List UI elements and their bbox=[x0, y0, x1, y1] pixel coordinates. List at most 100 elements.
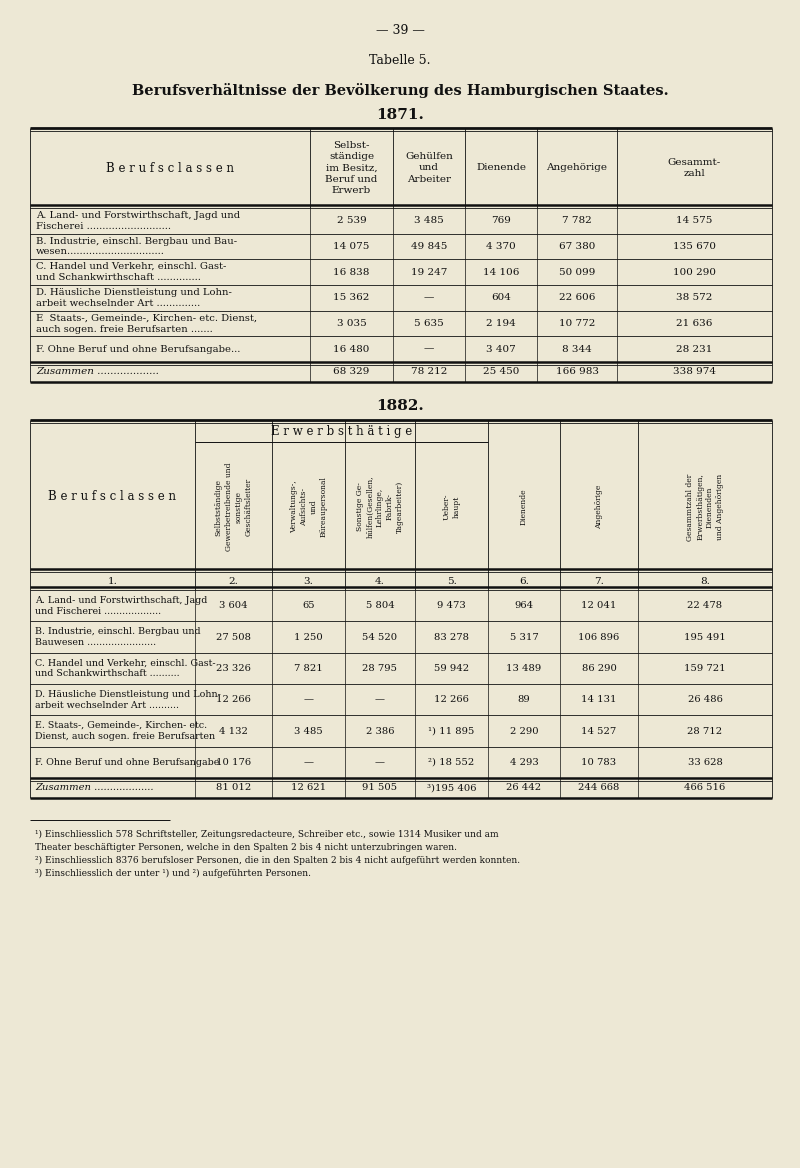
Text: 38 572: 38 572 bbox=[676, 293, 713, 303]
Text: 964: 964 bbox=[514, 602, 534, 610]
Text: 19 247: 19 247 bbox=[411, 267, 447, 277]
Text: Angehörige: Angehörige bbox=[546, 164, 607, 173]
Text: 100 290: 100 290 bbox=[673, 267, 716, 277]
Text: 3 604: 3 604 bbox=[219, 602, 248, 610]
Text: ³)195 406: ³)195 406 bbox=[426, 784, 476, 793]
Text: 83 278: 83 278 bbox=[434, 633, 469, 641]
Text: 135 670: 135 670 bbox=[673, 242, 716, 251]
Text: 3 485: 3 485 bbox=[294, 726, 323, 736]
Text: 27 508: 27 508 bbox=[216, 633, 251, 641]
Text: auch sogen. freie Berufsarten .......: auch sogen. freie Berufsarten ....... bbox=[36, 325, 213, 334]
Text: Berufsverhältnisse der Bevölkerung des Hamburgischen Staates.: Berufsverhältnisse der Bevölkerung des H… bbox=[132, 83, 668, 97]
Text: C. Handel und Verkehr, einschl. Gast-: C. Handel und Verkehr, einschl. Gast- bbox=[35, 659, 216, 667]
Text: 50 099: 50 099 bbox=[559, 267, 595, 277]
Text: und Schankwirthschaft ..........: und Schankwirthschaft .......... bbox=[35, 669, 180, 679]
Text: C. Handel und Verkehr, einschl. Gast-: C. Handel und Verkehr, einschl. Gast- bbox=[36, 262, 226, 271]
Text: E  Staats-, Gemeinde-, Kirchen- etc. Dienst,: E Staats-, Gemeinde-, Kirchen- etc. Dien… bbox=[36, 313, 257, 322]
Text: 195 491: 195 491 bbox=[684, 633, 726, 641]
Text: 14 575: 14 575 bbox=[676, 216, 713, 225]
Text: Selbst-
ständige
im Besitz,
Beruf und
Erwerb: Selbst- ständige im Besitz, Beruf und Er… bbox=[326, 141, 378, 195]
Text: Gesammt-
zahl: Gesammt- zahl bbox=[668, 158, 721, 178]
Text: —: — bbox=[424, 345, 434, 354]
Text: 12 041: 12 041 bbox=[582, 602, 617, 610]
Text: 8.: 8. bbox=[700, 577, 710, 585]
Text: — 39 —: — 39 — bbox=[375, 23, 425, 36]
Text: 26 442: 26 442 bbox=[506, 784, 542, 793]
Text: 15 362: 15 362 bbox=[334, 293, 370, 303]
Text: Selbstständige
Gewerbetreibende und
sonstige
Geschäftsleiter: Selbstständige Gewerbetreibende und sons… bbox=[214, 463, 252, 551]
Text: Ueber-
haupt: Ueber- haupt bbox=[442, 494, 461, 520]
Text: 7 782: 7 782 bbox=[562, 216, 592, 225]
Text: 78 212: 78 212 bbox=[411, 368, 447, 376]
Text: 3.: 3. bbox=[303, 577, 314, 585]
Text: 2.: 2. bbox=[229, 577, 238, 585]
Text: —: — bbox=[424, 293, 434, 303]
Text: 244 668: 244 668 bbox=[578, 784, 620, 793]
Text: 1.: 1. bbox=[107, 577, 118, 585]
Text: E r w e r b s t h ä t i g e: E r w e r b s t h ä t i g e bbox=[271, 424, 412, 438]
Text: 338 974: 338 974 bbox=[673, 368, 716, 376]
Text: ²) 18 552: ²) 18 552 bbox=[428, 758, 474, 767]
Text: —: — bbox=[375, 758, 385, 767]
Text: 2 539: 2 539 bbox=[337, 216, 366, 225]
Text: 604: 604 bbox=[491, 293, 511, 303]
Text: 33 628: 33 628 bbox=[687, 758, 722, 767]
Text: Tabelle 5.: Tabelle 5. bbox=[370, 54, 430, 67]
Text: arbeit wechselnder Art ..............: arbeit wechselnder Art .............. bbox=[36, 299, 200, 308]
Text: 23 326: 23 326 bbox=[216, 663, 251, 673]
Text: 5 635: 5 635 bbox=[414, 319, 444, 328]
Text: 5 317: 5 317 bbox=[510, 633, 538, 641]
Text: A. Land- und Forstwirthschaft, Jagd: A. Land- und Forstwirthschaft, Jagd bbox=[35, 596, 207, 605]
Text: 1 250: 1 250 bbox=[294, 633, 323, 641]
Text: B e r u f s c l a s s e n: B e r u f s c l a s s e n bbox=[49, 489, 177, 502]
Text: und Fischerei ...................: und Fischerei ................... bbox=[35, 606, 161, 616]
Text: 2 386: 2 386 bbox=[366, 726, 394, 736]
Text: 14 131: 14 131 bbox=[582, 695, 617, 704]
Text: Zusammen ...................: Zusammen ................... bbox=[35, 784, 154, 793]
Text: 5 804: 5 804 bbox=[366, 602, 394, 610]
Text: B. Industrie, einschl. Bergbau und Bau-: B. Industrie, einschl. Bergbau und Bau- bbox=[36, 236, 237, 245]
Text: 91 505: 91 505 bbox=[362, 784, 398, 793]
Text: ¹) Einschliesslich 578 Schriftsteller, Zeitungsredacteure, Schreiber etc., sowie: ¹) Einschliesslich 578 Schriftsteller, Z… bbox=[35, 829, 498, 839]
Text: 12 266: 12 266 bbox=[434, 695, 469, 704]
Text: 49 845: 49 845 bbox=[411, 242, 447, 251]
Text: 10 176: 10 176 bbox=[216, 758, 251, 767]
Text: Dienst, auch sogen. freie Berufsarten: Dienst, auch sogen. freie Berufsarten bbox=[35, 732, 215, 741]
Text: 12 266: 12 266 bbox=[216, 695, 251, 704]
Text: 59 942: 59 942 bbox=[434, 663, 469, 673]
Text: B e r u f s c l a s s e n: B e r u f s c l a s s e n bbox=[106, 161, 234, 174]
Text: 9 473: 9 473 bbox=[437, 602, 466, 610]
Text: 14 527: 14 527 bbox=[582, 726, 617, 736]
Text: 12 621: 12 621 bbox=[291, 784, 326, 793]
Text: 7 821: 7 821 bbox=[294, 663, 323, 673]
Text: 16 838: 16 838 bbox=[334, 267, 370, 277]
Text: 67 380: 67 380 bbox=[559, 242, 595, 251]
Text: 3 035: 3 035 bbox=[337, 319, 366, 328]
Text: —: — bbox=[303, 758, 314, 767]
Text: 4.: 4. bbox=[375, 577, 385, 585]
Text: Theater beschäftigter Personen, welche in den Spalten 2 bis 4 nicht unterzubring: Theater beschäftigter Personen, welche i… bbox=[35, 842, 457, 851]
Text: 89: 89 bbox=[518, 695, 530, 704]
Text: 166 983: 166 983 bbox=[555, 368, 598, 376]
Text: —: — bbox=[375, 695, 385, 704]
Text: 81 012: 81 012 bbox=[216, 784, 251, 793]
Text: Zusammen ...................: Zusammen ................... bbox=[36, 368, 159, 376]
Text: 8 344: 8 344 bbox=[562, 345, 592, 354]
Text: 159 721: 159 721 bbox=[684, 663, 726, 673]
Text: ³) Einschliesslich der unter ¹) und ²) aufgeführten Personen.: ³) Einschliesslich der unter ¹) und ²) a… bbox=[35, 869, 311, 877]
Text: 65: 65 bbox=[302, 602, 315, 610]
Text: 22 606: 22 606 bbox=[559, 293, 595, 303]
Text: Sonstige Ge-
hülfen(Gesellen,
Lehrlinge,
Fabrik-
Tagearbeiter): Sonstige Ge- hülfen(Gesellen, Lehrlinge,… bbox=[357, 475, 404, 538]
Text: Gesammtzahl der
Erwerbsthätigen,
Dienenden
und Angehörigen: Gesammtzahl der Erwerbsthätigen, Dienend… bbox=[686, 473, 724, 541]
Text: 86 290: 86 290 bbox=[582, 663, 617, 673]
Text: 2 290: 2 290 bbox=[510, 726, 538, 736]
Text: 28 712: 28 712 bbox=[687, 726, 722, 736]
Text: 26 486: 26 486 bbox=[687, 695, 722, 704]
Text: 13 489: 13 489 bbox=[506, 663, 542, 673]
Text: 4 370: 4 370 bbox=[486, 242, 516, 251]
Text: E. Staats-, Gemeinde-, Kirchen- etc.: E. Staats-, Gemeinde-, Kirchen- etc. bbox=[35, 721, 207, 730]
Text: Verwaltungs-,
Aufsichts-
und
Büreaupersonal: Verwaltungs-, Aufsichts- und Büreauperso… bbox=[290, 477, 327, 537]
Text: 25 450: 25 450 bbox=[483, 368, 519, 376]
Text: 54 520: 54 520 bbox=[362, 633, 398, 641]
Text: 3 407: 3 407 bbox=[486, 345, 516, 354]
